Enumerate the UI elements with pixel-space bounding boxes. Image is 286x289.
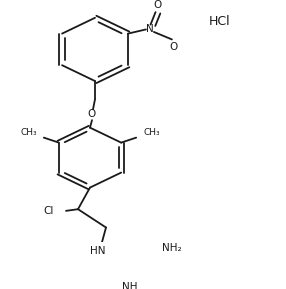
Text: O: O	[154, 0, 162, 10]
Text: HN: HN	[90, 246, 106, 256]
Text: Cl: Cl	[44, 206, 54, 216]
Text: O: O	[88, 109, 96, 119]
Text: O: O	[170, 42, 178, 52]
Text: N: N	[146, 25, 154, 34]
Text: CH₃: CH₃	[20, 128, 37, 137]
Text: HCl: HCl	[209, 15, 231, 28]
Text: CH₃: CH₃	[143, 128, 160, 137]
Text: NH₂: NH₂	[162, 243, 182, 253]
Text: NH: NH	[122, 282, 138, 289]
